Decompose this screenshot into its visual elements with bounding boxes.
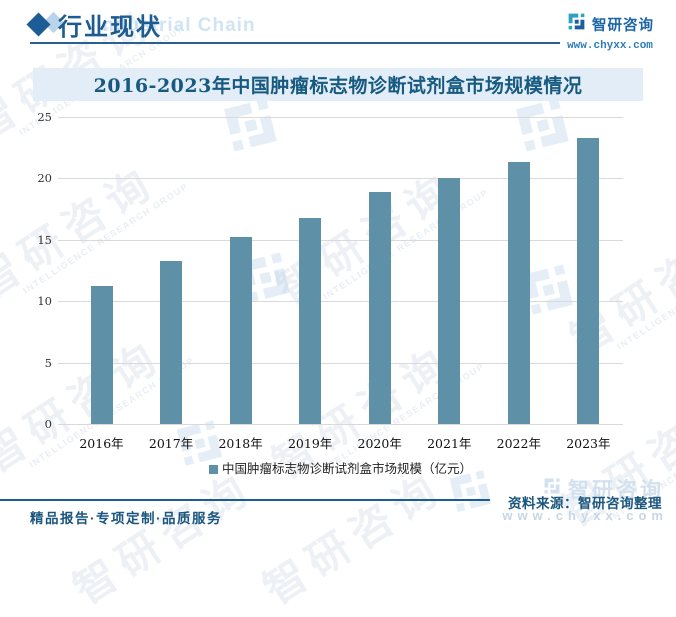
bar-2018年 — [229, 237, 252, 424]
page-header: Industrial Chain 行业现状 智研咨询 www.chyxx.com — [0, 0, 676, 52]
x-axis-tick-2017年: 2017年 — [148, 436, 194, 451]
brand-block: 智研咨询 www.chyxx.com — [556, 11, 664, 52]
legend-label: 中国肿瘤标志物诊断试剂盒市场规模（亿元） — [221, 462, 472, 476]
footer-tagline: 精品报告·专项定制·品质服务 — [30, 511, 222, 526]
brand-website: www.chyxx.com — [567, 40, 653, 52]
bar-2020年 — [368, 191, 391, 424]
header-background-text: Industrial Chain — [96, 15, 256, 36]
bar-2017年 — [160, 260, 183, 424]
header-divider — [30, 42, 560, 44]
diamond-dark-shape — [26, 12, 51, 37]
x-axis-tick-2021年: 2021年 — [427, 436, 472, 451]
y-axis-tick-5: 5 — [44, 355, 52, 370]
y-axis-tick-10: 10 — [37, 294, 52, 309]
x-axis-tick-2016年: 2016年 — [79, 436, 124, 451]
bar-2021年 — [438, 178, 461, 424]
footer-website-watermark: www.chyxx.com — [502, 508, 668, 523]
y-axis-tick-15: 15 — [37, 232, 52, 247]
x-axis-tick-2022年: 2022年 — [496, 436, 541, 451]
chart-title: 2016-2023年中国肿瘤标志物诊断试剂盒市场规模情况 — [93, 75, 583, 97]
bar-2022年 — [507, 162, 530, 424]
legend-swatch — [208, 465, 218, 474]
page-footer: 智研咨询 资料来源：智研咨询整理 www.chyxx.com 精品报告·专项定制… — [0, 470, 676, 541]
gridline-y5 — [58, 362, 623, 364]
source-text: 资料来源：智研咨询整理 — [508, 496, 662, 511]
gridline-y10 — [58, 301, 623, 303]
x-axis-tick-2020年: 2020年 — [357, 436, 402, 451]
bar-2019年 — [299, 217, 322, 424]
bar-2023年 — [577, 137, 600, 424]
section-title: 行业现状 — [58, 14, 162, 41]
gridline-y25 — [58, 117, 623, 118]
gridline-y15 — [58, 239, 623, 241]
y-axis-tick-0: 0 — [44, 417, 52, 431]
chart-legend: 中国肿瘤标志物诊断试剂盒市场规模（亿元） — [58, 458, 623, 477]
footer-brand-watermark: 智研咨询 — [542, 474, 664, 504]
chart-title-band: 2016-2023年中国肿瘤标志物诊断试剂盒市场规模情况 — [33, 68, 643, 101]
x-axis-tick-2018年: 2018年 — [218, 436, 263, 451]
zhiyan-logo-icon — [566, 11, 587, 37]
bar-2016年 — [90, 286, 113, 424]
gridline-y0 — [58, 424, 623, 425]
x-axis-tick-2019年: 2019年 — [287, 436, 333, 451]
bar-chart: 0 5 10 15 20 25 2016年 2017年 2018年 2019年 2020年 2021年… — [0, 105, 676, 451]
source-divider — [0, 499, 490, 501]
brand-name: 智研咨询 — [592, 17, 654, 34]
y-axis-tick-25: 25 — [37, 110, 52, 124]
y-axis-tick-20: 20 — [37, 171, 52, 186]
gridline-y20 — [58, 178, 623, 180]
x-axis-tick-2023年: 2023年 — [566, 436, 611, 451]
